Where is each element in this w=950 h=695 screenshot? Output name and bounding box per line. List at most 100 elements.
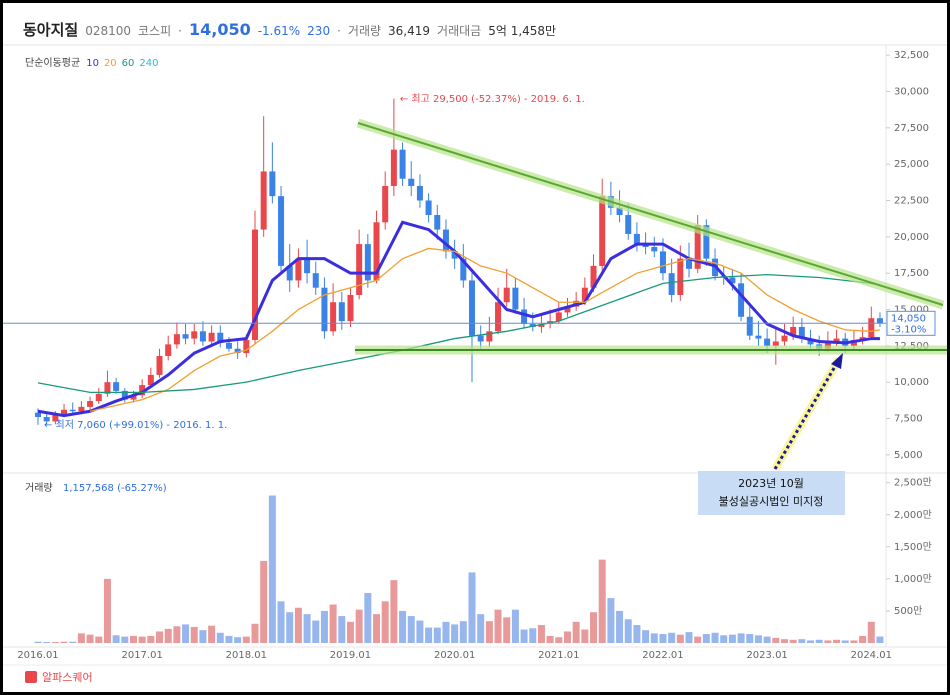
volume-bar — [346, 621, 354, 643]
volume-bar — [242, 636, 250, 643]
volume-bar — [494, 609, 502, 643]
volume-bar — [754, 635, 762, 643]
candle-body — [798, 326, 805, 339]
candle-body — [225, 342, 232, 349]
volume-bar — [51, 642, 59, 643]
volume-bar — [633, 625, 641, 643]
candle-body — [460, 258, 467, 281]
candle-body — [191, 331, 198, 339]
volume-label: 거래량 — [25, 482, 53, 494]
volume-bar — [477, 614, 485, 643]
max-annotation: ← 최고 29,500 (-52.37%) - 2019. 6. 1. — [400, 93, 585, 105]
candle-body — [746, 316, 753, 336]
y-tick-label: 17,500 — [894, 268, 929, 279]
candle-body — [469, 280, 475, 336]
candle-body — [69, 409, 76, 412]
y-tick-label: 15,000 — [894, 305, 929, 316]
arrow-head — [831, 353, 843, 369]
amount-label: 거래대금 — [437, 24, 482, 38]
separator: · — [178, 24, 182, 38]
volume-bar — [642, 630, 650, 643]
candle-body — [659, 251, 666, 274]
volume-bar — [728, 634, 736, 643]
candle-body — [703, 225, 710, 259]
candle-body — [286, 265, 293, 281]
candle-body — [364, 244, 371, 281]
candle-body — [416, 185, 423, 201]
y-tick-label: 25,000 — [894, 159, 929, 170]
candle-body — [781, 335, 788, 342]
candle-body — [243, 340, 250, 354]
volume-bar — [590, 612, 598, 643]
candle-body — [807, 338, 814, 345]
separator: · — [337, 24, 341, 38]
legend-entry: 240 — [139, 58, 158, 69]
volume-bar — [511, 609, 519, 643]
volume-bar — [251, 623, 259, 643]
volume-bar — [676, 634, 684, 643]
volume-bar — [103, 578, 111, 643]
volume-bar — [833, 639, 841, 643]
volume: 36,419 — [388, 24, 431, 38]
y-tick-label: 1,000만 — [894, 573, 932, 585]
volume-bar — [234, 637, 242, 643]
candle-body — [321, 287, 328, 332]
y-tick-label: 20,000 — [894, 232, 929, 243]
volume-bar — [312, 620, 320, 643]
market: 코스피 — [138, 24, 172, 38]
volume-bar — [529, 628, 537, 643]
candle-body — [425, 200, 432, 216]
volume-bar — [182, 624, 190, 643]
candle-body — [173, 334, 180, 345]
volume-bar — [190, 626, 198, 643]
candle-body — [581, 287, 588, 301]
volume-bar — [208, 625, 216, 643]
candle-body — [43, 417, 50, 422]
candle-body — [677, 258, 684, 295]
candle-body — [538, 324, 545, 327]
volume-bar — [807, 640, 815, 643]
candle-body — [330, 302, 337, 332]
volume-bar — [60, 641, 68, 643]
volume-bar — [69, 641, 77, 643]
candle-body — [130, 395, 137, 400]
callout-box — [698, 471, 845, 515]
candle-body — [564, 306, 571, 313]
volume-bar — [173, 626, 181, 643]
candle-body — [668, 273, 675, 295]
price-tag-change: -3.10% — [891, 324, 926, 335]
candle-body — [824, 341, 831, 349]
stock-code: 028100 — [85, 24, 132, 38]
volume-bar — [433, 627, 441, 643]
volume-bar — [520, 629, 528, 643]
volume-bar — [737, 633, 745, 643]
volume-bar — [373, 614, 381, 643]
candle-body — [260, 171, 267, 230]
amount: 5억 1,458만 — [488, 24, 557, 38]
volume-bar — [867, 621, 875, 643]
y-tick-label: 1,500만 — [894, 541, 932, 553]
price-tag — [886, 310, 936, 336]
moving-average — [37, 220, 880, 418]
volume-bar — [216, 632, 224, 643]
volume-bar — [503, 617, 511, 643]
volume-bar — [425, 627, 433, 643]
x-tick-label: 2019.01 — [330, 650, 371, 661]
stock-name: 동아지질 — [23, 21, 79, 39]
change: 230 — [307, 24, 331, 38]
volume-bar — [607, 598, 615, 643]
candle-body — [738, 283, 745, 317]
y-tick-label: 32,500 — [894, 50, 929, 61]
candle-body — [252, 229, 258, 341]
candle-body — [486, 331, 493, 342]
chart: 5,0007,50010,00012,50015,00017,50020,000… — [3, 44, 947, 684]
volume-bar — [659, 634, 667, 643]
x-tick-label: 2023.01 — [746, 650, 787, 661]
volume-bar — [112, 635, 120, 643]
volume-bar — [294, 607, 302, 643]
volume-bar — [399, 610, 407, 643]
moving-average — [37, 273, 881, 393]
volume-label: 거래량 — [347, 24, 382, 38]
trend-line — [357, 122, 944, 306]
